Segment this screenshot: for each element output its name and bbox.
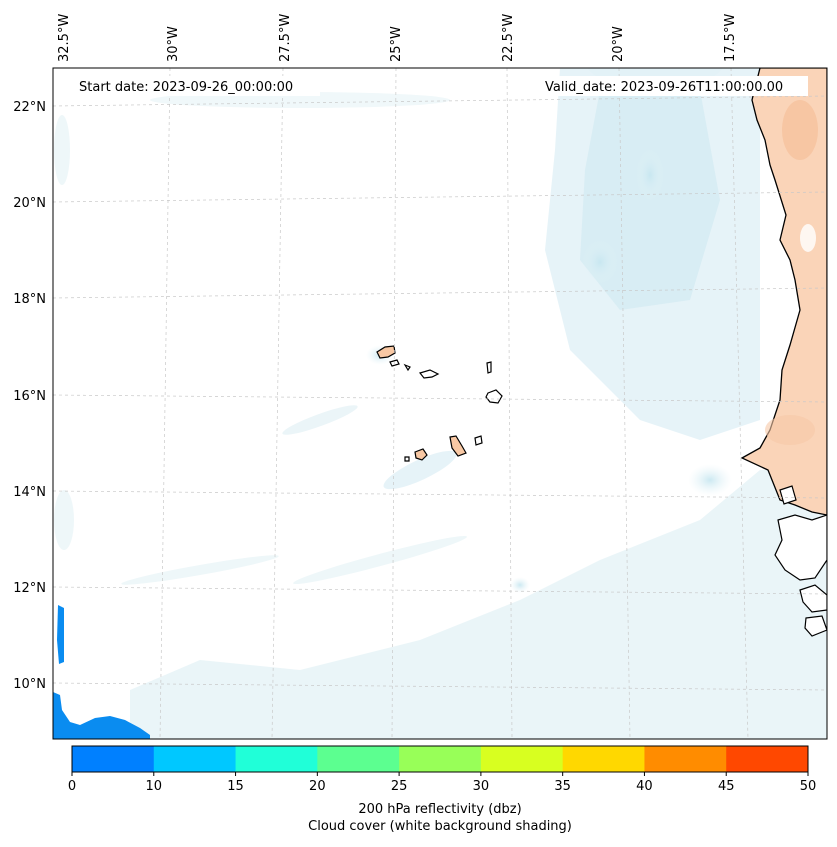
west-africa-land [742, 68, 827, 515]
island-boa-vista [485, 389, 503, 404]
colorbar-segment-5 [480, 746, 564, 772]
lat-label-14n: 14°N [13, 485, 46, 500]
island-maio [474, 435, 483, 446]
colorbar-segment-0 [72, 746, 155, 772]
colorbar-title: 200 hPa reflectivity (dbz) [358, 802, 521, 817]
colorbar-segment-6 [562, 746, 645, 772]
colorbar-tick-label: 30 [473, 779, 490, 794]
map-panel [53, 68, 827, 739]
colorbar-tick-label: 0 [68, 779, 76, 794]
colorbar-segment-7 [644, 746, 727, 772]
longitude-labels: 32.5°W 30°W 27.5°W 25°W 22.5°W 20°W 17.5… [57, 14, 738, 62]
lat-label-16n: 16°N [13, 389, 46, 404]
colorbar-tick-label: 45 [718, 779, 735, 794]
colorbar-ticks: 0 10 15 20 25 30 35 40 45 50 [68, 772, 816, 794]
colorbar-segment-1 [153, 746, 237, 772]
colorbar-tick-label: 10 [146, 779, 163, 794]
lon-label-22-5w: 22.5°W [501, 14, 516, 62]
reflectivity-patch-west [57, 605, 64, 664]
colorbar-tick-label: 35 [554, 779, 571, 794]
island-santa-luzia [403, 363, 411, 372]
graticule [53, 68, 827, 739]
lat-label-10n: 10°N [13, 677, 46, 692]
lon-label-27-5w: 27.5°W [278, 14, 293, 62]
colorbar-tick-label: 15 [227, 779, 244, 794]
start-date-box [72, 76, 320, 96]
lat-label-12n: 12°N [13, 581, 46, 596]
guinea-coast [774, 485, 827, 637]
colorbar-segment-8 [726, 746, 809, 772]
lon-label-20w: 20°W [611, 26, 626, 62]
island-santiago [449, 435, 467, 457]
colorbar-segment-3 [317, 746, 400, 772]
colorbar: 0 10 15 20 25 30 35 40 45 50 200 hPa reflectivity… [68, 745, 816, 834]
cape-verde-islands [376, 345, 503, 462]
west-africa-coastline [740, 68, 827, 516]
colorbar-tick-label: 50 [800, 779, 817, 794]
colorbar-segment-4 [399, 746, 482, 772]
lat-label-18n: 18°N [13, 292, 46, 307]
start-date-label: Start date: 2023-09-26_00:00:00 [79, 80, 293, 95]
island-santo-antao [376, 345, 396, 359]
reflectivity-patch-south [53, 692, 150, 739]
island-fogo [414, 448, 428, 461]
island-sal [486, 361, 492, 374]
colorbar-frame [71, 745, 809, 773]
valid-date-label: Valid_date: 2023-09-26T11:00:00.00 [545, 80, 783, 95]
lat-label-20n: 20°N [13, 196, 46, 211]
colorbar-tick-label: 25 [391, 779, 408, 794]
lat-label-22n: 22°N [13, 100, 46, 115]
colorbar-segments [72, 746, 809, 772]
lon-label-17-5w: 17.5°W [723, 14, 738, 62]
map-frame [52, 67, 828, 740]
colorbar-tick-label: 20 [309, 779, 326, 794]
valid-date-box [538, 76, 808, 96]
island-sao-nicolau [418, 369, 440, 379]
latitude-labels: 22°N 20°N 18°N 16°N 14°N 12°N 10°N [13, 100, 46, 692]
colorbar-tick-label: 40 [636, 779, 653, 794]
colorbar-subtitle: Cloud cover (white background shading) [308, 819, 572, 834]
lon-label-25w: 25°W [389, 26, 404, 62]
island-brava [404, 456, 410, 462]
colorbar-segment-2 [235, 746, 318, 772]
lon-label-30w: 30°W [166, 26, 181, 62]
lon-label-32-5w: 32.5°W [57, 14, 72, 62]
